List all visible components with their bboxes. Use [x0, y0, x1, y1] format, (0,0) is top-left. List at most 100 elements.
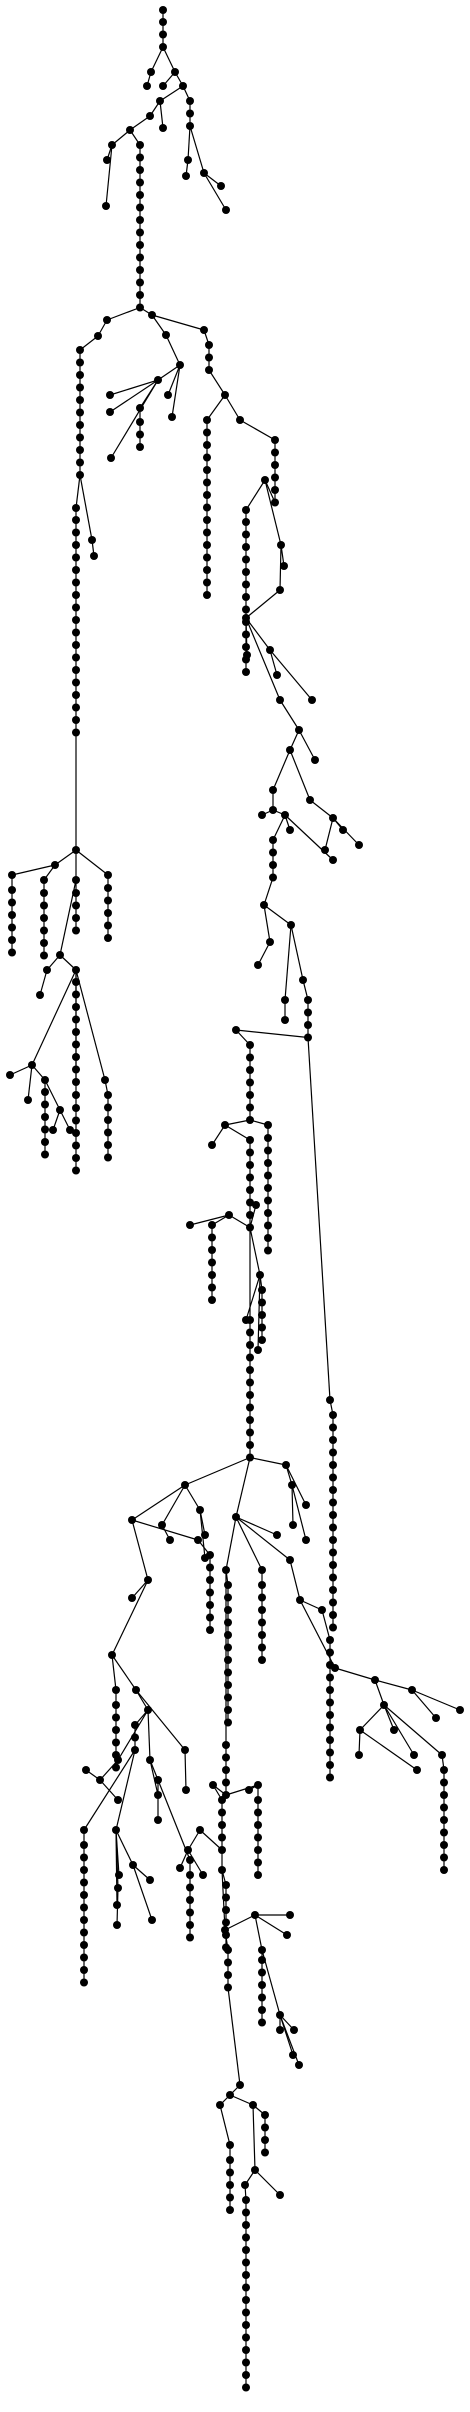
tree-node: [136, 203, 144, 212]
tree-node: [176, 361, 184, 369]
tree-node: [224, 1983, 232, 1992]
tree-node: [252, 1201, 260, 1209]
tree-node: [242, 605, 250, 614]
tree-node: [200, 169, 208, 177]
tree-node: [132, 1686, 140, 1694]
tree-edges: [9, 10, 461, 2388]
tree-node: [258, 1298, 266, 1307]
tree-node: [329, 1486, 337, 1494]
tree-node: [258, 1566, 266, 1574]
tree-node: [222, 1778, 230, 1787]
tree-node: [264, 1221, 272, 1230]
tree-node: [80, 1841, 88, 1849]
tree-node: [224, 1631, 232, 1639]
tree-edge: [151, 314, 167, 336]
tree-node: [166, 1536, 174, 1544]
tree-node: [281, 996, 289, 1004]
tree-node: [159, 124, 167, 132]
tree-node: [136, 166, 144, 174]
tree-node: [103, 316, 111, 324]
tree-node: [246, 1066, 254, 1074]
tree-node: [273, 1531, 281, 1539]
tree-edge: [31, 969, 77, 1066]
tree-node: [246, 1328, 254, 1337]
tree-edge: [254, 1914, 263, 1951]
tree-node: [246, 1103, 254, 1112]
tree-node: [390, 1726, 398, 1734]
tree-node: [72, 1166, 80, 1175]
tree-node: [286, 1556, 294, 1564]
tree-node: [224, 1593, 232, 1602]
tree-node: [302, 1501, 310, 1509]
tree-node: [242, 568, 250, 576]
tree-node: [144, 1706, 152, 1714]
tree-node: [246, 1211, 254, 1219]
tree-node: [276, 586, 284, 594]
tree-node: [246, 1136, 254, 1144]
tree-node: [104, 1128, 112, 1137]
tree-node: [148, 311, 156, 319]
tree-node: [40, 926, 48, 935]
tree-node: [318, 1606, 326, 1614]
tree-node: [159, 43, 167, 51]
tree-edge: [272, 749, 291, 791]
tree-node: [28, 1061, 36, 1069]
tree-node: [205, 353, 213, 362]
tree-edge: [131, 1519, 199, 1541]
tree-node: [112, 1686, 120, 1694]
tree-node: [80, 1866, 88, 1874]
tree-node: [242, 2196, 250, 2204]
tree-node: [66, 1126, 74, 1134]
tree-node: [242, 530, 250, 539]
tree-node: [258, 1956, 266, 1964]
tree-node: [80, 1903, 88, 1912]
tree-node: [206, 1613, 214, 1622]
tree-node: [251, 1911, 259, 1919]
tree-node: [329, 1548, 337, 1557]
tree-edge: [184, 1484, 201, 1511]
tree-edge: [225, 1516, 237, 1571]
tree-node: [242, 643, 250, 651]
tree-node: [112, 1726, 120, 1734]
tree-node: [208, 1233, 216, 1242]
tree-edge: [383, 1704, 395, 1731]
tree-node: [224, 1606, 232, 1614]
tree-edge: [235, 1516, 278, 1536]
tree-node: [72, 990, 80, 999]
tree-node: [329, 1586, 337, 1594]
tree-node: [326, 1648, 334, 1657]
tree-edge: [245, 1274, 261, 1321]
tree-edge: [264, 479, 282, 546]
tree-node: [329, 1411, 337, 1419]
tree-node: [41, 1138, 49, 1146]
tree-node: [72, 1154, 80, 1162]
tree-node: [76, 433, 84, 442]
tree-node: [264, 1234, 272, 1242]
tree-node: [242, 518, 250, 526]
tree-node: [80, 1916, 88, 1924]
tree-node: [179, 82, 187, 90]
tree-node: [164, 391, 172, 399]
tree-edge: [161, 1484, 186, 1526]
tree-node: [264, 1184, 272, 1192]
tree-node: [222, 1893, 230, 1902]
tree-node: [329, 814, 337, 822]
tree-node: [72, 616, 80, 624]
tree-node: [326, 1711, 334, 1719]
tree-node: [440, 1778, 448, 1787]
tree-node: [184, 156, 192, 164]
tree-node: [72, 1053, 80, 1061]
tree-node: [80, 1878, 88, 1887]
tree-node: [72, 516, 80, 524]
tree-node: [246, 1148, 254, 1157]
tree-edge: [159, 100, 164, 129]
tree-node: [258, 1286, 266, 1294]
tree-edge: [109, 379, 159, 413]
tree-node: [242, 2296, 250, 2304]
tree-node: [80, 1966, 88, 1974]
tree-node: [203, 441, 211, 449]
tree-node: [208, 1258, 216, 1267]
tree-node: [254, 1858, 262, 1867]
tree-edge: [252, 2104, 256, 2171]
tree-edge: [228, 1214, 251, 1229]
